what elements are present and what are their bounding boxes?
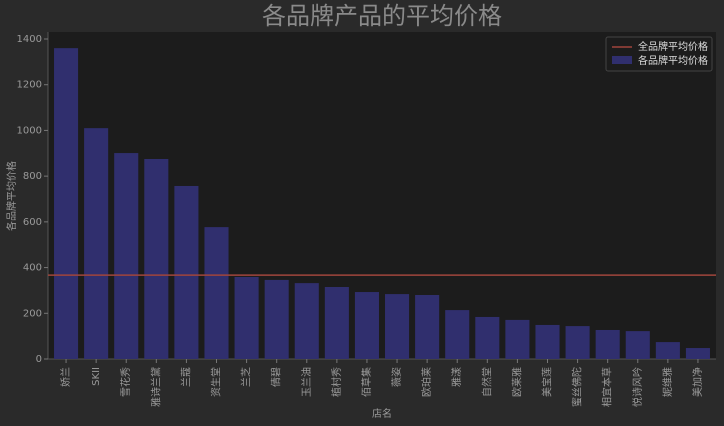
bar (685, 348, 710, 359)
bar (655, 342, 680, 359)
bar (144, 159, 169, 359)
bar (565, 326, 590, 359)
x-tick-label: 美宝莲 (540, 367, 553, 397)
x-tick-label: SKII (91, 367, 102, 386)
bar (84, 128, 109, 359)
x-tick-label: 自然堂 (480, 367, 493, 397)
x-tick-label: 薇姿 (390, 367, 403, 387)
bar (535, 324, 560, 359)
legend-box (605, 36, 713, 72)
bar (505, 319, 530, 359)
bar (294, 283, 319, 359)
x-tick-label: 雅漾 (450, 367, 463, 387)
x-tick-label: 蜜丝佛陀 (571, 367, 584, 407)
bar (204, 227, 229, 359)
x-axis-label: 店名 (372, 407, 392, 420)
y-tick-label: 800 (23, 171, 42, 182)
bar (54, 48, 79, 360)
x-tick-label: 兰蔻 (179, 367, 192, 387)
y-axis-label: 各品牌平均价格 (5, 161, 18, 231)
y-tick-label: 1400 (17, 34, 42, 45)
y-tick-label: 1200 (17, 80, 42, 91)
y-tick-label: 600 (23, 217, 42, 228)
legend-label: 全品牌平均价格 (638, 40, 708, 53)
legend-swatch (612, 56, 632, 64)
y-tick-label: 0 (36, 354, 42, 365)
bar (354, 292, 379, 359)
bar (475, 316, 500, 359)
bar (595, 329, 620, 359)
x-tick-label: 玉兰油 (300, 367, 313, 397)
x-tick-label: 倩碧 (270, 367, 283, 387)
x-tick-label: 资生堂 (210, 367, 223, 397)
y-tick-label: 1000 (17, 125, 42, 136)
chart-title: 各品牌产品的平均价格 (262, 2, 502, 30)
legend-label: 各品牌平均价格 (638, 54, 708, 67)
bar (174, 185, 199, 359)
y-tick-label: 200 (23, 308, 42, 319)
x-tick-label: 美加净 (691, 367, 704, 397)
x-tick-label: 佰草集 (360, 367, 373, 397)
x-tick-label: 兰芝 (240, 367, 253, 387)
bar (234, 276, 259, 359)
bar (415, 295, 440, 359)
bar (445, 310, 470, 359)
bar (385, 294, 410, 359)
bar (625, 331, 650, 359)
x-tick-label: 欧莱雅 (510, 367, 523, 397)
bar (324, 287, 349, 359)
x-tick-label: 妮维雅 (661, 367, 674, 397)
bar (264, 279, 289, 359)
x-tick-label: 娇兰 (59, 367, 72, 387)
bar (114, 153, 139, 359)
x-tick-label: 悦诗风吟 (631, 367, 644, 407)
x-tick-label: 植村秀 (330, 367, 343, 397)
x-tick-label: 欧珀莱 (420, 367, 433, 397)
x-tick-label: 相宜本草 (601, 367, 614, 407)
y-tick-label: 400 (23, 263, 42, 274)
x-tick-label: 雪花秀 (119, 367, 132, 397)
x-tick-label: 雅诗兰黛 (149, 367, 162, 407)
